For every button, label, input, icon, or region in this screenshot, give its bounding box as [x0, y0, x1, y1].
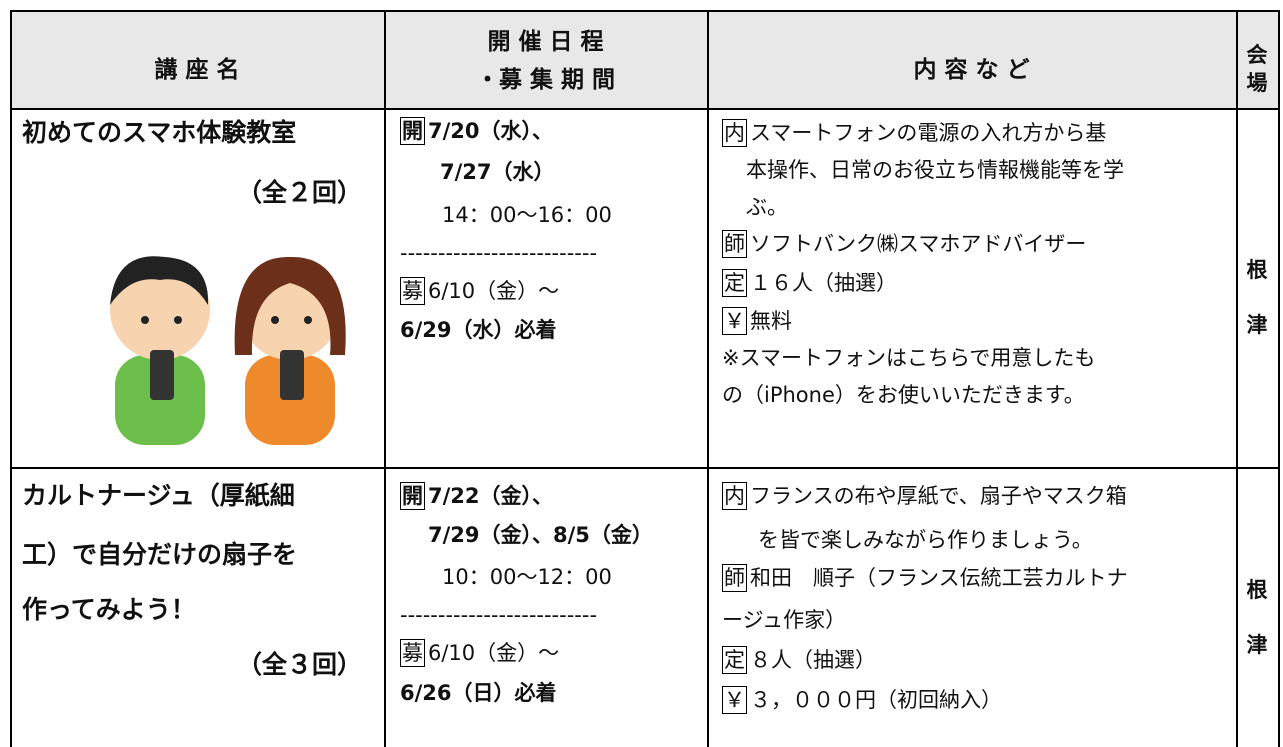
line-text: ８人（抽選）	[750, 648, 876, 672]
label-box: 師	[722, 564, 747, 592]
line-text: 6/10（金）～	[428, 641, 560, 665]
header-cell: 場	[1246, 71, 1268, 95]
cell-line: ※スマートフォンはこちらで用意したも	[722, 343, 1095, 373]
course-title: 初めてのスマホ体験教室	[22, 118, 297, 147]
line-text: ３，０００円（初回納入）	[750, 688, 1002, 712]
header-cell: 内 容 な ど	[913, 57, 1030, 83]
label-box: 内	[722, 119, 747, 147]
line-text: --------------------------	[400, 603, 598, 627]
cell-line: 開 7/22（金）、	[400, 481, 553, 511]
cell-line: --------------------------	[400, 600, 597, 630]
line-text: ぶ。	[746, 195, 788, 219]
border	[707, 10, 709, 747]
line-text: 6/29（水）必着	[400, 318, 557, 342]
venue: 根	[1246, 258, 1268, 282]
border	[10, 10, 12, 747]
line-text: フランスの布や厚紙で、扇子やマスク箱	[750, 484, 1127, 508]
label-box: 内	[722, 482, 747, 510]
border	[384, 10, 386, 747]
cell-line: 14：00～16：00	[442, 200, 612, 230]
cell-line: --------------------------	[400, 238, 597, 268]
header-bg	[10, 10, 1279, 108]
header-cell: 講 座 名	[154, 57, 240, 83]
venue: 津	[1246, 633, 1268, 657]
cell-line: 7/27（水）	[440, 157, 555, 187]
line-text: --------------------------	[400, 241, 598, 265]
course-title: （全３回）	[236, 650, 362, 679]
label-box: 開	[400, 482, 425, 510]
cell-line: ージュ作家）	[722, 605, 846, 635]
label-box: ￥	[722, 686, 747, 714]
label-box: 募	[400, 277, 425, 305]
line-text: ージュ作家）	[722, 608, 847, 632]
border	[1278, 10, 1280, 747]
border	[1236, 10, 1238, 747]
line-text: ※スマートフォンはこちらで用意したも	[722, 346, 1096, 370]
label-box: ￥	[722, 307, 747, 335]
label-box: 師	[722, 230, 747, 258]
cell-line: 開 7/20（水）、	[400, 116, 553, 146]
line-text: の（iPhone）をお使いいただきます。	[722, 383, 1085, 407]
line-text: スマートフォンの電源の入れ方から基	[750, 121, 1107, 145]
cell-line: 定 １６人（抽選）	[722, 268, 897, 298]
cell-line: ぶ。	[746, 192, 788, 222]
cell-line: 7/29（金）、8/5（金）	[428, 520, 653, 550]
cell-line: 内フランスの布や厚紙で、扇子やマスク箱	[722, 481, 1127, 511]
header-cell: 開 催 日 程	[487, 29, 604, 55]
cell-line: 10：00～12：00	[442, 562, 612, 592]
cell-line: 師和田 順子（フランス伝統工芸カルトナ	[722, 563, 1128, 593]
line-text: 本操作、日常のお役立ち情報機能等を学	[746, 158, 1124, 182]
label-box: 開	[400, 117, 425, 145]
border	[10, 10, 1279, 12]
label-box: 定	[722, 269, 747, 297]
course-title: カルトナージュ（厚紙細	[22, 481, 295, 510]
line-text: 7/20（水）、	[428, 119, 554, 143]
cell-line: 内スマートフォンの電源の入れ方から基	[722, 118, 1106, 148]
border	[10, 108, 1279, 110]
line-text: 和田 順子（フランス伝統工芸カルトナ	[750, 566, 1128, 590]
border	[10, 467, 1279, 469]
cell-line: 募 6/10（金）～	[400, 276, 559, 306]
line-text: 7/22（金）、	[428, 484, 554, 508]
line-text: 14：00～16：00	[442, 203, 612, 227]
line-text: 7/29（金）、8/5（金）	[428, 523, 653, 547]
header-cell: ・募 集 期 間	[475, 67, 616, 93]
line-text: を皆で楽しみながら作りましょう。	[758, 528, 1093, 552]
cell-line: 師ソフトバンク㈱スマホアドバイザー	[722, 229, 1086, 259]
course-title: 工）で自分だけの扇子を	[22, 540, 298, 569]
cell-line: 6/29（水）必着	[400, 315, 557, 345]
cell-line: の（iPhone）をお使いいただきます。	[722, 380, 1085, 410]
line-text: 無料	[750, 309, 792, 333]
line-text: ソフトバンク㈱スマホアドバイザー	[750, 232, 1087, 256]
illustration	[110, 256, 346, 445]
line-text: 7/27（水）	[440, 160, 555, 184]
cell-line: 本操作、日常のお役立ち情報機能等を学	[746, 155, 1124, 185]
course-title: （全２回）	[236, 178, 362, 207]
line-text: 6/26（日）必着	[400, 681, 557, 705]
header-cell: 会	[1246, 43, 1268, 67]
cell-line: ￥ ３，０００円（初回納入）	[722, 685, 1002, 715]
cell-line: 募 6/10（金）～	[400, 638, 559, 668]
cell-line: を皆で楽しみながら作りましょう。	[758, 525, 1093, 555]
line-text: 10：00～12：00	[442, 565, 612, 589]
label-box: 募	[400, 639, 425, 667]
course-title: 作ってみよう！	[22, 595, 196, 624]
line-text: 6/10（金）～	[428, 279, 560, 303]
cell-line: 6/26（日）必着	[400, 678, 557, 708]
cell-line: ￥ 無料	[722, 306, 792, 336]
cell-line: 定 ８人（抽選）	[722, 645, 876, 675]
line-text: １６人（抽選）	[750, 271, 897, 295]
venue: 根	[1246, 578, 1268, 602]
venue: 津	[1246, 313, 1268, 337]
label-box: 定	[722, 646, 747, 674]
